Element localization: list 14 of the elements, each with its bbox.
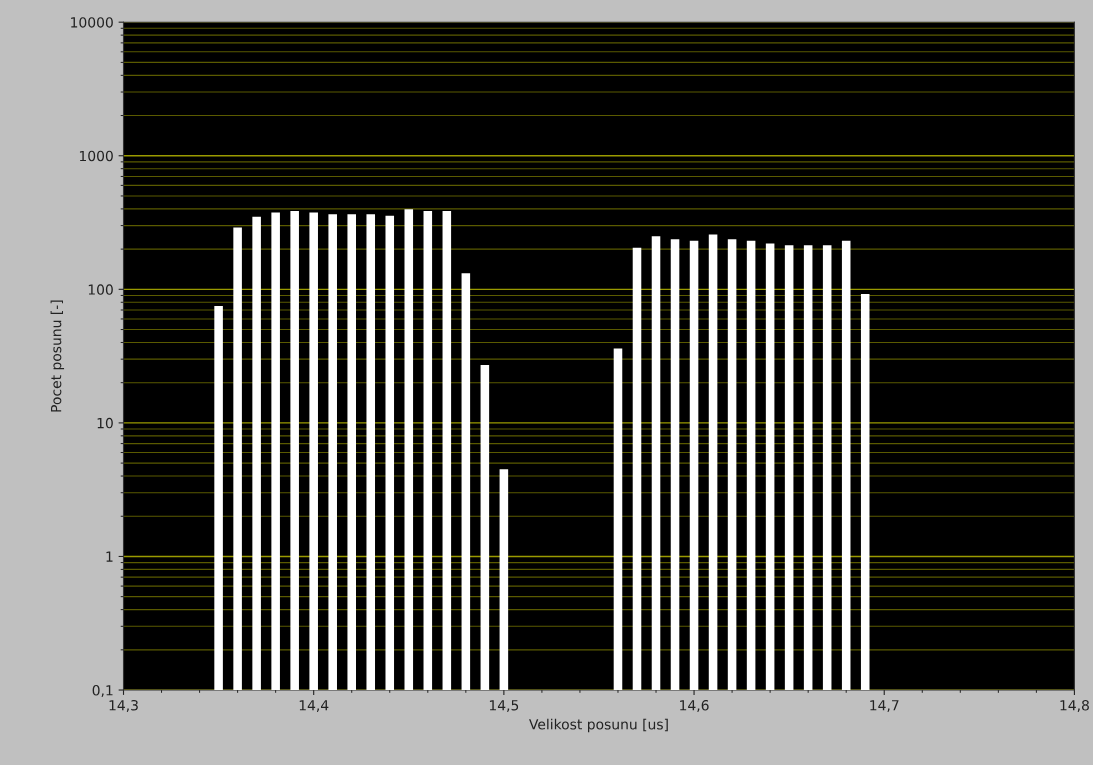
- y-tick-label: 1000: [79, 150, 113, 162]
- x-tick-label: 14,8: [1060, 700, 1089, 712]
- x-tick-label: 14,6: [680, 700, 709, 712]
- y-tick-label: 100: [88, 284, 113, 295]
- y-tick-label: 10000: [71, 17, 113, 28]
- x-tick-label: 14,3: [109, 700, 138, 712]
- x-tick-label: 14,7: [870, 700, 899, 712]
- y-axis-title: Pocet posunu [-]: [50, 300, 65, 412]
- y-tick-label: 1: [106, 551, 113, 562]
- x-tick-label: 14,4: [299, 700, 329, 712]
- x-axis-title: Velikost posunu [us]: [529, 718, 668, 733]
- y-tick-label: 10: [97, 417, 113, 429]
- y-tick-label: 0,1: [92, 685, 113, 697]
- x-tick-label: 14,5: [489, 700, 519, 712]
